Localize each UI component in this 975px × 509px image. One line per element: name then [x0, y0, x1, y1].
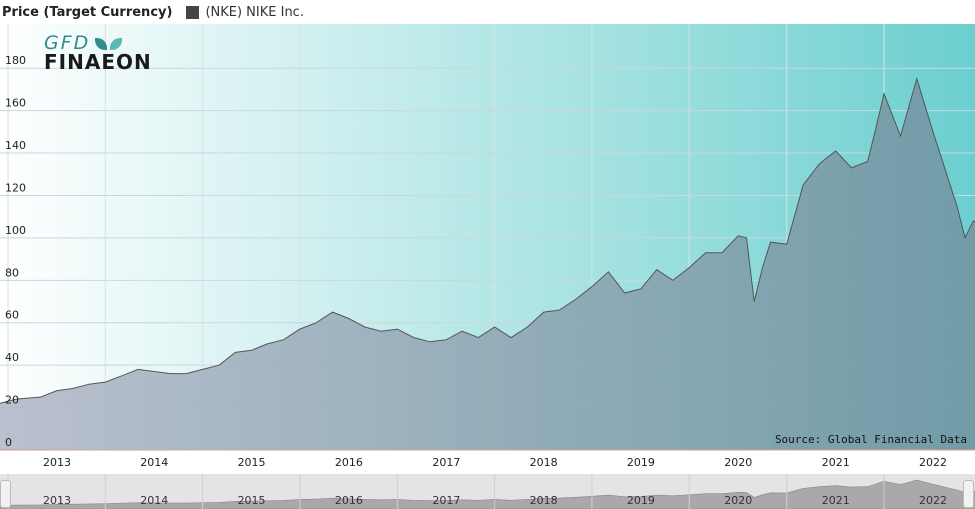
x-tick-label: 2022 [919, 456, 947, 469]
price-line [0, 77, 975, 404]
logo-line1: GFD [44, 32, 91, 54]
navigator-tick-label: 2020 [724, 494, 752, 507]
y-tick-label: 60 [5, 309, 19, 322]
y-axis-labels: 0 20 40 60 80 100 120 140 160 180 [5, 54, 26, 449]
y-tick-label: 20 [5, 394, 19, 407]
navigator-tick-label: 2019 [627, 494, 655, 507]
price-area [0, 78, 975, 450]
gfd-finaeon-logo: GFD FINAEON [44, 32, 152, 74]
navigator-tick-label: 2016 [335, 494, 363, 507]
y-tick-label: 180 [5, 54, 26, 67]
y-tick-label: 120 [5, 181, 26, 194]
navigator-tick-label: 2018 [530, 494, 558, 507]
x-axis-labels: 2013 2014 2015 2016 2017 2018 2019 2020 2021 2022 [43, 456, 947, 469]
y-tick-label: 140 [5, 139, 26, 152]
navigator-tick-label: 2015 [238, 494, 266, 507]
y-tick-label: 100 [5, 224, 26, 237]
logo-leaf-icon [110, 37, 123, 50]
x-tick-label: 2018 [530, 456, 558, 469]
navigator-tick-label: 2013 [43, 494, 71, 507]
y-tick-label: 0 [5, 436, 12, 449]
navigator-right-handle[interactable] [963, 480, 974, 508]
logo-line2: FINAEON [44, 50, 152, 74]
x-tick-label: 2016 [335, 456, 363, 469]
navigator-tick-label: 2014 [140, 494, 168, 507]
x-tick-label: 2014 [140, 456, 168, 469]
navigator-labels: 2013 2014 2015 2016 2017 2018 2019 2020 2021 2022 [7, 474, 947, 509]
x-tick-label: 2021 [822, 456, 850, 469]
navigator-tick-label: 2017 [432, 494, 460, 507]
x-tick-label: 2013 [43, 456, 71, 469]
navigator-left-handle[interactable] [0, 480, 11, 508]
source-note: Source: Global Financial Data [774, 433, 967, 446]
x-tick-label: 2020 [724, 456, 752, 469]
navigator-tick-label: 2021 [822, 494, 850, 507]
y-tick-label: 160 [5, 97, 26, 110]
navigator-area [0, 479, 975, 509]
x-tick-label: 2017 [432, 456, 460, 469]
navigator-tick-label: 2022 [919, 494, 947, 507]
y-tick-label: 80 [5, 266, 19, 279]
y-tick-label: 40 [5, 351, 19, 364]
legend-title: Price (Target Currency) [2, 4, 173, 20]
chart-legend: Price (Target Currency) (NKE) NIKE Inc. [2, 3, 304, 21]
legend-swatch[interactable] [186, 5, 200, 19]
x-tick-label: 2015 [238, 456, 266, 469]
x-tick-label: 2019 [627, 456, 655, 469]
legend-series-label[interactable]: (NKE) NIKE Inc. [205, 4, 304, 20]
logo-leaf-icon [95, 37, 108, 50]
